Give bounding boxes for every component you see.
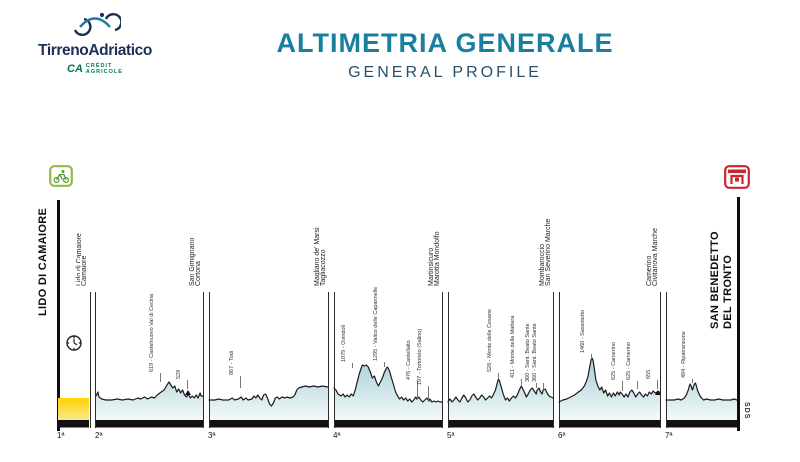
race-finish-icon [724, 165, 750, 189]
peak-line [352, 363, 353, 368]
race-logo: TirrenoAdriatico CA CRÉDIT AGRICOLE [36, 10, 154, 75]
peak-label: 1460 - Sassotetto [580, 309, 586, 353]
stage-5-number: 5ª [447, 431, 455, 440]
peak-label: 494 - Ripatransone [681, 331, 687, 378]
stage-4-profile [333, 364, 443, 428]
stage-3-number: 3ª [208, 431, 216, 440]
page-title: ALTIMETRIA GENERALE [276, 28, 614, 58]
page-subtitle: GENERAL PROFILE [348, 64, 542, 81]
peak-line [498, 373, 499, 378]
stage-6-profile [558, 357, 661, 428]
bicycle-icon [73, 12, 123, 37]
peak-line [543, 383, 544, 389]
peak-line [637, 381, 638, 389]
peak-label: 476 - Castellalto [406, 340, 412, 380]
stage-boundary-line [90, 292, 91, 428]
stage-7-profile [665, 382, 738, 428]
route-start-label: LIDO DI CAMAIORE [36, 207, 50, 318]
stage-boundary-line [553, 292, 554, 428]
route-finish-label-line1: SAN BENEDETTO [708, 231, 722, 331]
stage-boundary-line [559, 292, 560, 428]
route-start-axis [57, 200, 60, 431]
peak-line [622, 381, 623, 391]
stage-5-profile [447, 378, 554, 428]
sponsor-line2: AGRICOLE [85, 69, 123, 75]
peak-line [536, 383, 537, 388]
stage-boundary-line [442, 292, 443, 428]
peak-label: 529 [176, 369, 182, 379]
stage-6-number: 6ª [558, 431, 566, 440]
stopwatch-icon [66, 335, 82, 351]
peak-label: 655 [646, 369, 652, 379]
peak-label: 619 - Castelnuovo Val di Cecina [149, 293, 155, 372]
stage-boundary-line [203, 292, 204, 428]
route-finish-axis [737, 197, 740, 431]
stage-boundary-line [95, 292, 96, 428]
credit-agricole-mark: CA [67, 63, 83, 75]
stage-3-profile [208, 385, 329, 428]
uphill-finish-arrow [184, 390, 191, 395]
peak-line [160, 373, 161, 382]
peak-line [417, 381, 418, 397]
peak-label: 360 - Sant. Beato Sante [525, 323, 531, 382]
stage-7-number: 7ª [665, 431, 673, 440]
sponsor-line1: CRÉDIT [85, 63, 113, 69]
stage-1-number: 1ª [57, 431, 65, 440]
peak-label: 360 - Sant. Beato Sante [532, 323, 538, 382]
brand-name: TirrenoAdriatico [38, 42, 152, 59]
stage-2-profile [95, 381, 204, 428]
peak-label: 1079 - Ovindoli [341, 325, 347, 362]
peak-line [187, 380, 188, 389]
stage-start-label: Marotta Mondolfo [433, 231, 442, 288]
header-titles: ALTIMETRIA GENERALE GENERAL PROFILE [240, 28, 650, 82]
stage-start-label: Camaiore [80, 255, 89, 288]
stage-1-profile [58, 398, 89, 428]
route-finish-label-line2: DEL TRONTO [721, 254, 735, 331]
stage-4-number: 4ª [333, 431, 341, 440]
sds-mark: SDS [743, 402, 750, 420]
peak-line [240, 376, 241, 388]
stage-start-label: Cortona [194, 261, 203, 288]
peak-line [521, 379, 522, 385]
peak-label: 1295 - Valico delle Capannelle [373, 286, 379, 361]
race-start-icon [49, 165, 73, 187]
uphill-finish-arrow [654, 390, 661, 395]
peak-line [657, 380, 658, 389]
stage-start-label: Tagliacozzo [319, 249, 328, 288]
stage-boundary-line [660, 292, 661, 428]
stage-boundary-line [448, 292, 449, 428]
peak-line [384, 362, 385, 367]
stage-boundary-line [328, 292, 329, 428]
stage-2-number: 2ª [95, 431, 103, 440]
peak-line [591, 354, 592, 359]
peak-line [692, 379, 693, 383]
peak-label: 411 - Monte della Mattera [510, 315, 516, 378]
peak-line [428, 386, 429, 402]
stage-boundary-line [209, 292, 210, 428]
stage-boundary-line [334, 292, 335, 428]
peak-label: 625 - Camerino [626, 342, 632, 380]
stage-start-label: San Severino Marche [544, 218, 553, 288]
peak-label: 197 - Tortoreto (Salino) [417, 328, 423, 385]
peak-label: 867 - Todi [229, 350, 235, 375]
stage-start-label: Civitanova Marche [651, 228, 660, 288]
peak-label: 528 - Monte delle Cesane [487, 309, 493, 372]
peak-label: 625 - Camerino [611, 342, 617, 380]
sponsor-credit-agricole: CA CRÉDIT AGRICOLE [36, 63, 154, 75]
stage-boundary-line [666, 292, 667, 428]
